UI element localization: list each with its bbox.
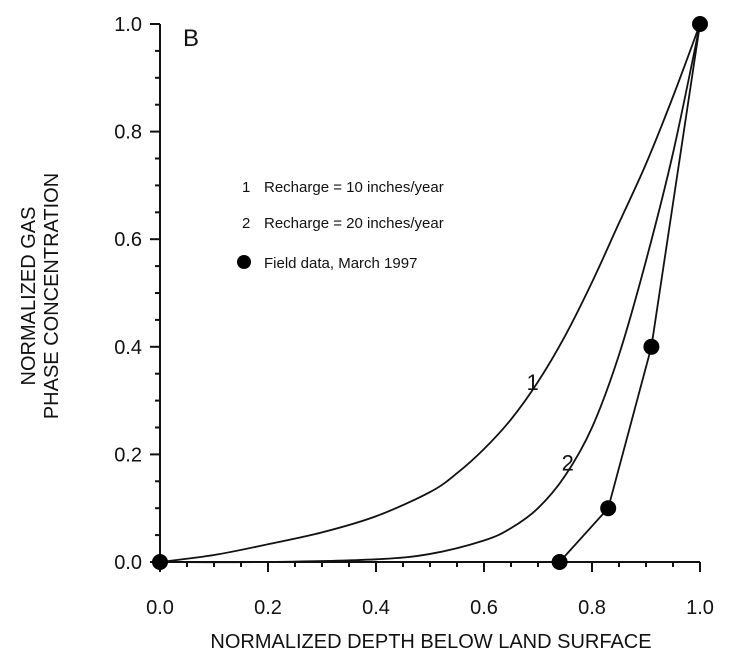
- plot-area: 0.00.20.40.60.81.00.0 0.2 0.4 0.6 0.8 1.0 12: [114, 14, 714, 619]
- x-tick-label: 1.0: [686, 597, 714, 619]
- field-data-point: [643, 338, 660, 355]
- y-tick-label: 0.6: [114, 229, 142, 251]
- series-layer: [159, 23, 701, 564]
- curve-label-1: 1: [526, 370, 538, 395]
- field-data-point: [551, 554, 568, 570]
- legend-entry-2-marker: 2: [242, 215, 250, 232]
- y-tick-label: 0.4: [114, 337, 142, 359]
- panel-label: B: [183, 25, 199, 52]
- x-tick-label: 0.8: [578, 597, 606, 619]
- x-tick-label: 0.4: [362, 597, 390, 619]
- x-tick-label: 0.0: [146, 597, 174, 619]
- marker-layer: [152, 16, 708, 570]
- field-data-point: [692, 16, 708, 32]
- legend-entry-1-text: Recharge = 10 inches/year: [264, 179, 444, 196]
- axes: 0.0 0.2 0.4 0.6 0.8 1.0 0.0 0.2 0.4 0.6 0.8 1.0: [114, 14, 714, 619]
- field-data-point: [152, 554, 168, 570]
- series-line-2: [159, 23, 701, 564]
- y-axis-title-line-2: PHASE CONCENTRATION: [41, 173, 63, 419]
- x-axis-title: NORMALIZED DEPTH BELOW LAND SURFACE: [210, 631, 651, 653]
- series-line-1: [159, 23, 701, 563]
- y-tick-label: 1.0: [114, 14, 142, 36]
- legend-entry-2-text: Recharge = 20 inches/year: [264, 215, 444, 232]
- legend-entry-3-text: Field data, March 1997: [264, 255, 417, 272]
- x-tick-label: 0.6: [470, 597, 498, 619]
- legend-entry-1-marker: 1: [242, 179, 250, 196]
- field-data-connector-line: [160, 23, 701, 563]
- y-tick-label: 0.8: [114, 122, 142, 144]
- labels-layer: 12: [526, 370, 573, 476]
- y-axis-title: NORMALIZED GAS PHASE CONCENTRATION: [18, 173, 63, 419]
- x-tick-label: 0.2: [254, 597, 282, 619]
- legend-field-data-dot-icon: [237, 255, 251, 269]
- curve-label-2: 2: [562, 450, 574, 475]
- legend: 1 Recharge = 10 inches/year 2 Recharge =…: [237, 179, 444, 272]
- y-tick-label: 0.0: [114, 552, 142, 574]
- y-tick-label: 0.2: [114, 444, 142, 466]
- y-axis-title-line-1: NORMALIZED GAS: [18, 207, 40, 386]
- field-data-point: [600, 500, 617, 517]
